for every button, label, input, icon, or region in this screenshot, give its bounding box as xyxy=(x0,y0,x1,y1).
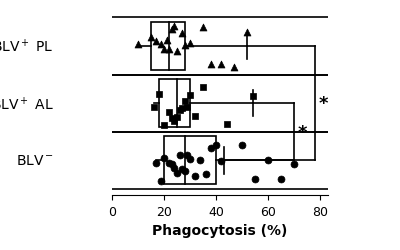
Point xyxy=(161,48,167,52)
Point xyxy=(158,179,165,183)
Point xyxy=(161,123,167,127)
Point xyxy=(252,177,258,181)
Point xyxy=(150,105,157,109)
Point xyxy=(176,154,183,158)
Point xyxy=(153,162,160,166)
Point xyxy=(179,106,186,110)
Text: *: * xyxy=(319,95,328,113)
Point xyxy=(213,144,219,148)
Point xyxy=(231,66,238,70)
Point xyxy=(184,154,191,158)
Point xyxy=(169,117,175,121)
Point xyxy=(218,159,224,163)
Point xyxy=(182,169,188,173)
Point xyxy=(218,62,224,66)
Point xyxy=(200,26,206,30)
Point xyxy=(169,28,175,32)
Point xyxy=(265,158,271,162)
Point xyxy=(176,108,183,112)
Point xyxy=(182,100,188,104)
Point xyxy=(171,166,178,170)
Point xyxy=(202,172,209,176)
Point xyxy=(200,86,206,89)
Point xyxy=(179,168,186,172)
Point xyxy=(158,43,165,47)
Point xyxy=(182,44,188,48)
Point xyxy=(164,38,170,42)
Point xyxy=(208,146,214,150)
Point xyxy=(166,48,172,52)
Point xyxy=(184,105,191,109)
Point xyxy=(161,157,167,161)
Point xyxy=(179,32,186,36)
Point xyxy=(171,119,178,123)
Bar xyxy=(159,80,190,128)
Bar xyxy=(164,137,216,185)
Point xyxy=(187,42,193,46)
Point xyxy=(239,144,245,148)
Point xyxy=(278,178,284,182)
Text: BLV$^+$ AL: BLV$^+$ AL xyxy=(0,95,54,112)
Point xyxy=(174,50,180,54)
Point xyxy=(148,36,154,40)
Point xyxy=(153,40,160,44)
Point xyxy=(171,25,178,29)
Point xyxy=(192,114,198,118)
Point xyxy=(135,42,141,46)
Point xyxy=(223,122,230,126)
Text: BLV$^-$: BLV$^-$ xyxy=(16,154,54,168)
Text: BLV$^+$ PL: BLV$^+$ PL xyxy=(0,38,54,55)
Point xyxy=(156,92,162,96)
Point xyxy=(208,63,214,67)
Point xyxy=(192,174,198,178)
Point xyxy=(187,158,193,162)
Point xyxy=(174,115,180,119)
Point xyxy=(187,94,193,98)
Point xyxy=(169,162,175,166)
Point xyxy=(166,110,172,114)
Point xyxy=(197,158,204,162)
Bar xyxy=(151,23,185,71)
Point xyxy=(249,94,256,98)
Point xyxy=(166,162,172,166)
Text: *: * xyxy=(298,123,308,141)
Point xyxy=(291,162,297,166)
Point xyxy=(174,172,180,175)
Point xyxy=(244,30,250,34)
X-axis label: Phagocytosis (%): Phagocytosis (%) xyxy=(152,223,288,237)
